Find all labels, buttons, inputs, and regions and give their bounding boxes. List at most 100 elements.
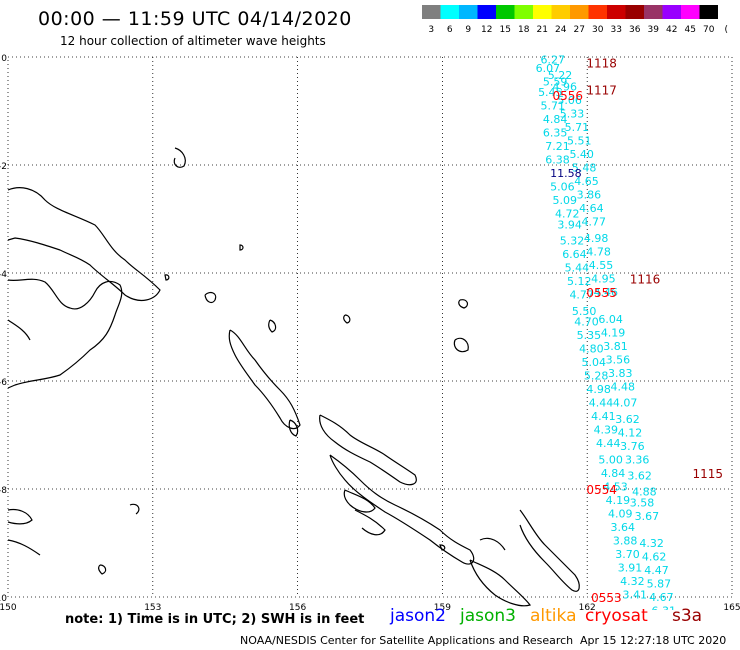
legend-swatch	[496, 5, 515, 19]
wave-height-value: 5.33	[560, 108, 585, 121]
wave-height-value: 4.47	[644, 564, 669, 577]
graticule	[8, 57, 732, 597]
wave-height-value: 6.38	[545, 154, 570, 167]
pass-time-label: 1118	[586, 56, 617, 70]
pass-time-label: 0554	[586, 483, 617, 497]
wave-height-value: 6.04	[598, 313, 623, 326]
wave-height-value: 4.32	[620, 575, 645, 588]
wave-height-value: 5.48	[572, 162, 597, 175]
wave-height-value: 5.00	[598, 453, 623, 466]
wave-height-value: 3.56	[606, 353, 631, 366]
legend-label: 15	[500, 25, 511, 35]
y-tick-label: -10	[0, 594, 7, 604]
wave-height-value: 3.83	[608, 367, 633, 380]
wave-height-value: 4.65	[574, 175, 599, 188]
legend-label: 39	[648, 25, 660, 35]
wave-height-value: 5.32	[560, 235, 585, 248]
wave-height-value: 11.58	[550, 167, 582, 180]
wave-height-value: 3.62	[615, 413, 640, 426]
wave-height-value: 6.64	[562, 248, 587, 261]
wave-height-value: 3.88	[613, 534, 638, 547]
units-note: note: 1) Time is in UTC; 2) SWH is in fe…	[65, 612, 365, 627]
legend-swatch	[514, 5, 533, 19]
pass-time-label: 0553	[591, 591, 622, 605]
legend-swatch	[422, 5, 441, 19]
wave-height-value: 5.06	[550, 181, 575, 194]
satellite-s3a: s3a	[672, 606, 703, 626]
y-tick-label: -8	[0, 486, 7, 496]
wave-height-value: 4.84	[543, 113, 568, 126]
wave-height-value: 5.45	[538, 86, 563, 99]
wave-height-value: 5.04	[582, 356, 607, 369]
wave-height-value: 3.76	[620, 440, 645, 453]
wave-height-value: 4.88	[632, 486, 657, 499]
wave-height-value: 5.50	[572, 305, 597, 318]
wave-height-value: 3.62	[627, 470, 652, 483]
wave-height-value: 4.64	[579, 202, 604, 215]
footer-timestamp: Apr 15 12:27:18 UTC 2020	[580, 634, 727, 647]
wave-height-value: 5.71	[540, 100, 565, 113]
legend-swatch	[440, 5, 459, 19]
legend-label: 30	[592, 25, 604, 35]
wave-height-value: 5.12	[567, 275, 592, 288]
legend-swatch	[588, 5, 607, 19]
y-tick-label: 0	[1, 54, 7, 64]
legend-label: 12	[481, 25, 492, 35]
wave-height-value: 6.31	[651, 605, 676, 611]
pass-time-label: 1116	[630, 272, 661, 286]
wave-height-value: 3.94	[557, 218, 582, 231]
map-subtitle: 12 hour collection of altimeter wave hei…	[60, 34, 326, 48]
wave-height-value: 6.07	[536, 62, 561, 75]
wave-height-value: 5.51	[567, 135, 592, 148]
legend-swatch	[551, 5, 570, 19]
wave-height-value: 5.22	[548, 69, 573, 82]
wave-height-value: 4.07	[613, 397, 638, 410]
x-tick-label: 165	[723, 603, 740, 610]
wave-height-value: 3.91	[618, 561, 643, 574]
y-tick-label: -2	[0, 162, 7, 172]
legend-label: 36	[629, 25, 641, 35]
y-tick-label: -6	[0, 378, 7, 388]
wave-height-track: 6.276.075.225.594.965.455.065.715.334.84…	[536, 54, 676, 611]
legend-swatch	[681, 5, 700, 19]
x-tick-label: 162	[579, 603, 596, 610]
x-tick-label: 153	[144, 603, 161, 610]
wave-height-value: 5.09	[553, 194, 578, 207]
legend-label: 18	[518, 25, 530, 35]
wave-height-value: 4.46	[594, 286, 619, 299]
legend-swatch	[644, 5, 663, 19]
wave-height-value: 4.72	[555, 208, 580, 221]
wave-height-value: 5.28	[584, 370, 609, 383]
legend-label: 33	[611, 25, 622, 35]
wave-height-value: 4.09	[608, 507, 633, 520]
legend-label: 42	[666, 25, 677, 35]
wave-height-value: 4.39	[594, 424, 619, 437]
map-title: 00:00 — 11:59 UTC 04/14/2020	[38, 8, 352, 30]
wave-height-value: 4.96	[553, 81, 578, 94]
wave-height-value: 7.21	[545, 140, 570, 153]
wave-height-value: 5.35	[577, 329, 602, 342]
pass-time-label: 0555	[586, 286, 617, 300]
wave-height-value: 5.59	[543, 75, 568, 88]
legend-swatch	[477, 5, 496, 19]
wave-height-value: 4.62	[642, 551, 667, 564]
wave-height-value: 5.71	[565, 121, 590, 134]
wave-height-value: 3.67	[635, 510, 660, 523]
wave-height-value: 5.87	[647, 578, 672, 591]
wave-height-value: 6.35	[543, 127, 568, 140]
wave-height-value: 4.77	[582, 216, 607, 229]
wave-height-value: 4.78	[586, 245, 611, 258]
map-axes: 150 153 156 159 162 165 0 -2 -4 -6 -8 -10	[0, 54, 740, 610]
wave-height-value: 4.67	[649, 591, 674, 604]
legend-swatch	[625, 5, 644, 19]
legend-label: 3	[428, 25, 434, 35]
wave-height-value: 4.80	[579, 343, 604, 356]
wave-height-value: 4.48	[610, 380, 635, 393]
wave-height-value: 3.41	[623, 588, 648, 601]
wave-height-value: 4.41	[591, 410, 616, 423]
satellite-jason2: jason2	[390, 606, 446, 626]
wave-height-value: 5.40	[569, 148, 594, 161]
satellite-altika: altika	[530, 606, 577, 626]
wave-height-value: 4.19	[606, 494, 631, 507]
